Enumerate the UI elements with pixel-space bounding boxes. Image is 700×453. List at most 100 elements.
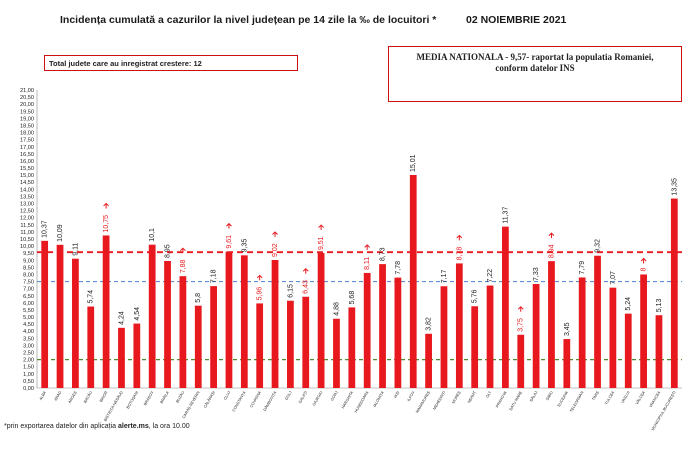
- bar: [194, 305, 202, 388]
- y-tick-label: 1,00: [23, 372, 34, 378]
- bar: [363, 272, 371, 388]
- y-tick-label: 13,00: [20, 202, 34, 208]
- bar: [532, 283, 540, 388]
- bar: [394, 277, 402, 388]
- bar: [379, 264, 386, 388]
- y-tick-label: 20,50: [20, 95, 34, 101]
- y-tick-label: 14,50: [20, 180, 34, 186]
- y-tick-label: 14,00: [20, 187, 34, 193]
- x-tick-label: BRĂILA: [160, 390, 170, 404]
- x-tick-label: ARAD: [54, 390, 63, 401]
- x-tick-label: MARAMUREȘ: [415, 390, 431, 414]
- bar: [118, 327, 125, 388]
- y-tick-label: 7,00: [23, 287, 34, 293]
- y-tick-label: 0,50: [23, 379, 34, 385]
- y-tick-label: 16,50: [20, 152, 34, 158]
- national-average-box: MEDIA NATIONALA - 9,57- raportat la popu…: [388, 46, 682, 102]
- data-label: 5,68: [349, 291, 356, 305]
- increase-arrow-icon: [302, 268, 309, 274]
- increase-arrow-icon: [226, 222, 232, 229]
- data-label: 15,01: [410, 154, 417, 172]
- bar: [563, 339, 571, 388]
- report-date: 02 NOIEMBRIE 2021: [466, 14, 567, 26]
- x-tick-label: CONSTANȚA: [232, 390, 247, 412]
- bar: [56, 244, 64, 388]
- x-tick-label: SĂLAJ: [529, 390, 538, 402]
- x-tick-label: BIHOR: [99, 390, 109, 403]
- data-label: 7,88: [180, 259, 187, 273]
- bar: [317, 253, 325, 388]
- bar: [471, 306, 479, 388]
- footnote: *prin exportarea datelor din aplicația a…: [4, 423, 190, 430]
- bar: [102, 235, 110, 388]
- increase-arrow-icon: [364, 244, 371, 250]
- x-tick-label: CARAȘ-SEVERIN: [182, 390, 201, 419]
- data-label: 9,11: [72, 243, 79, 256]
- bar: [225, 251, 233, 388]
- x-tick-label: TULCEA: [604, 390, 615, 405]
- y-tick-label: 12,00: [20, 216, 34, 222]
- bar: [502, 226, 509, 388]
- x-tick-label: DÂMBOVIȚA: [262, 390, 278, 412]
- national-average-line2: conform datelor INS: [495, 63, 575, 73]
- y-tick-label: 21,00: [20, 88, 34, 94]
- x-tick-label: NEAMȚ: [467, 390, 477, 404]
- bar: [578, 277, 586, 388]
- bar: [302, 296, 310, 388]
- data-label: 5,8: [195, 293, 202, 303]
- bar: [271, 260, 279, 388]
- y-tick-label: 20,00: [20, 102, 34, 108]
- y-tick-label: 2,00: [23, 358, 34, 364]
- increase-arrow-icon: [517, 306, 524, 312]
- x-tick-label: DOLJ: [284, 390, 292, 400]
- data-label: 5,76: [472, 290, 479, 304]
- data-label: 10,75: [103, 215, 110, 233]
- bar: [256, 303, 264, 388]
- bar: [287, 300, 294, 388]
- bar: [348, 307, 356, 388]
- data-label: 8,11: [364, 257, 371, 270]
- x-tick-label: BRAȘOV: [143, 390, 155, 406]
- data-label: 4,24: [118, 311, 125, 325]
- data-label: 10,1: [149, 228, 156, 242]
- footnote-app-name: alerte.ms: [118, 423, 149, 430]
- bar: [41, 240, 49, 388]
- x-tick-label: GALAȚI: [298, 391, 308, 405]
- bar: [148, 244, 156, 388]
- data-label: 8,94: [548, 244, 555, 258]
- y-tick-label: 18,50: [20, 123, 34, 129]
- y-tick-label: 0,00: [23, 386, 34, 392]
- data-label: 7,18: [211, 269, 218, 283]
- x-tick-label: OLT: [485, 390, 492, 399]
- data-label: 5,24: [625, 297, 632, 311]
- bar: [179, 276, 187, 388]
- y-tick-label: 10,50: [20, 237, 34, 243]
- bar: [455, 263, 463, 388]
- data-label: 7,17: [441, 270, 448, 284]
- y-tick-label: 19,00: [20, 116, 34, 122]
- x-tick-label: VÂLCEA: [634, 390, 646, 406]
- y-tick-label: 6,50: [23, 294, 34, 300]
- data-label: 9,61: [226, 235, 233, 249]
- data-label: 6,15: [287, 284, 294, 298]
- x-tick-label: PRAHOVA: [495, 390, 508, 408]
- y-tick-label: 15,50: [20, 166, 34, 172]
- bar: [409, 175, 417, 388]
- x-tick-label: VASLUI: [621, 391, 631, 404]
- bar: [210, 286, 217, 388]
- increase-arrow-icon: [640, 257, 647, 264]
- y-tick-label: 13,50: [20, 194, 34, 200]
- bar: [670, 198, 678, 388]
- y-tick-label: 5,00: [23, 315, 34, 321]
- bar: [594, 255, 601, 388]
- data-label: 5,74: [88, 290, 95, 304]
- increase-arrow-icon: [318, 224, 324, 231]
- y-tick-label: 11,50: [20, 223, 34, 229]
- footnote-prefix: *prin exportarea datelor din aplicația: [4, 423, 119, 430]
- y-tick-label: 18,00: [20, 131, 34, 137]
- y-tick-label: 2,50: [23, 351, 34, 357]
- increase-arrow-icon: [180, 247, 186, 254]
- bar: [655, 315, 663, 388]
- increase-arrow-icon: [548, 232, 555, 239]
